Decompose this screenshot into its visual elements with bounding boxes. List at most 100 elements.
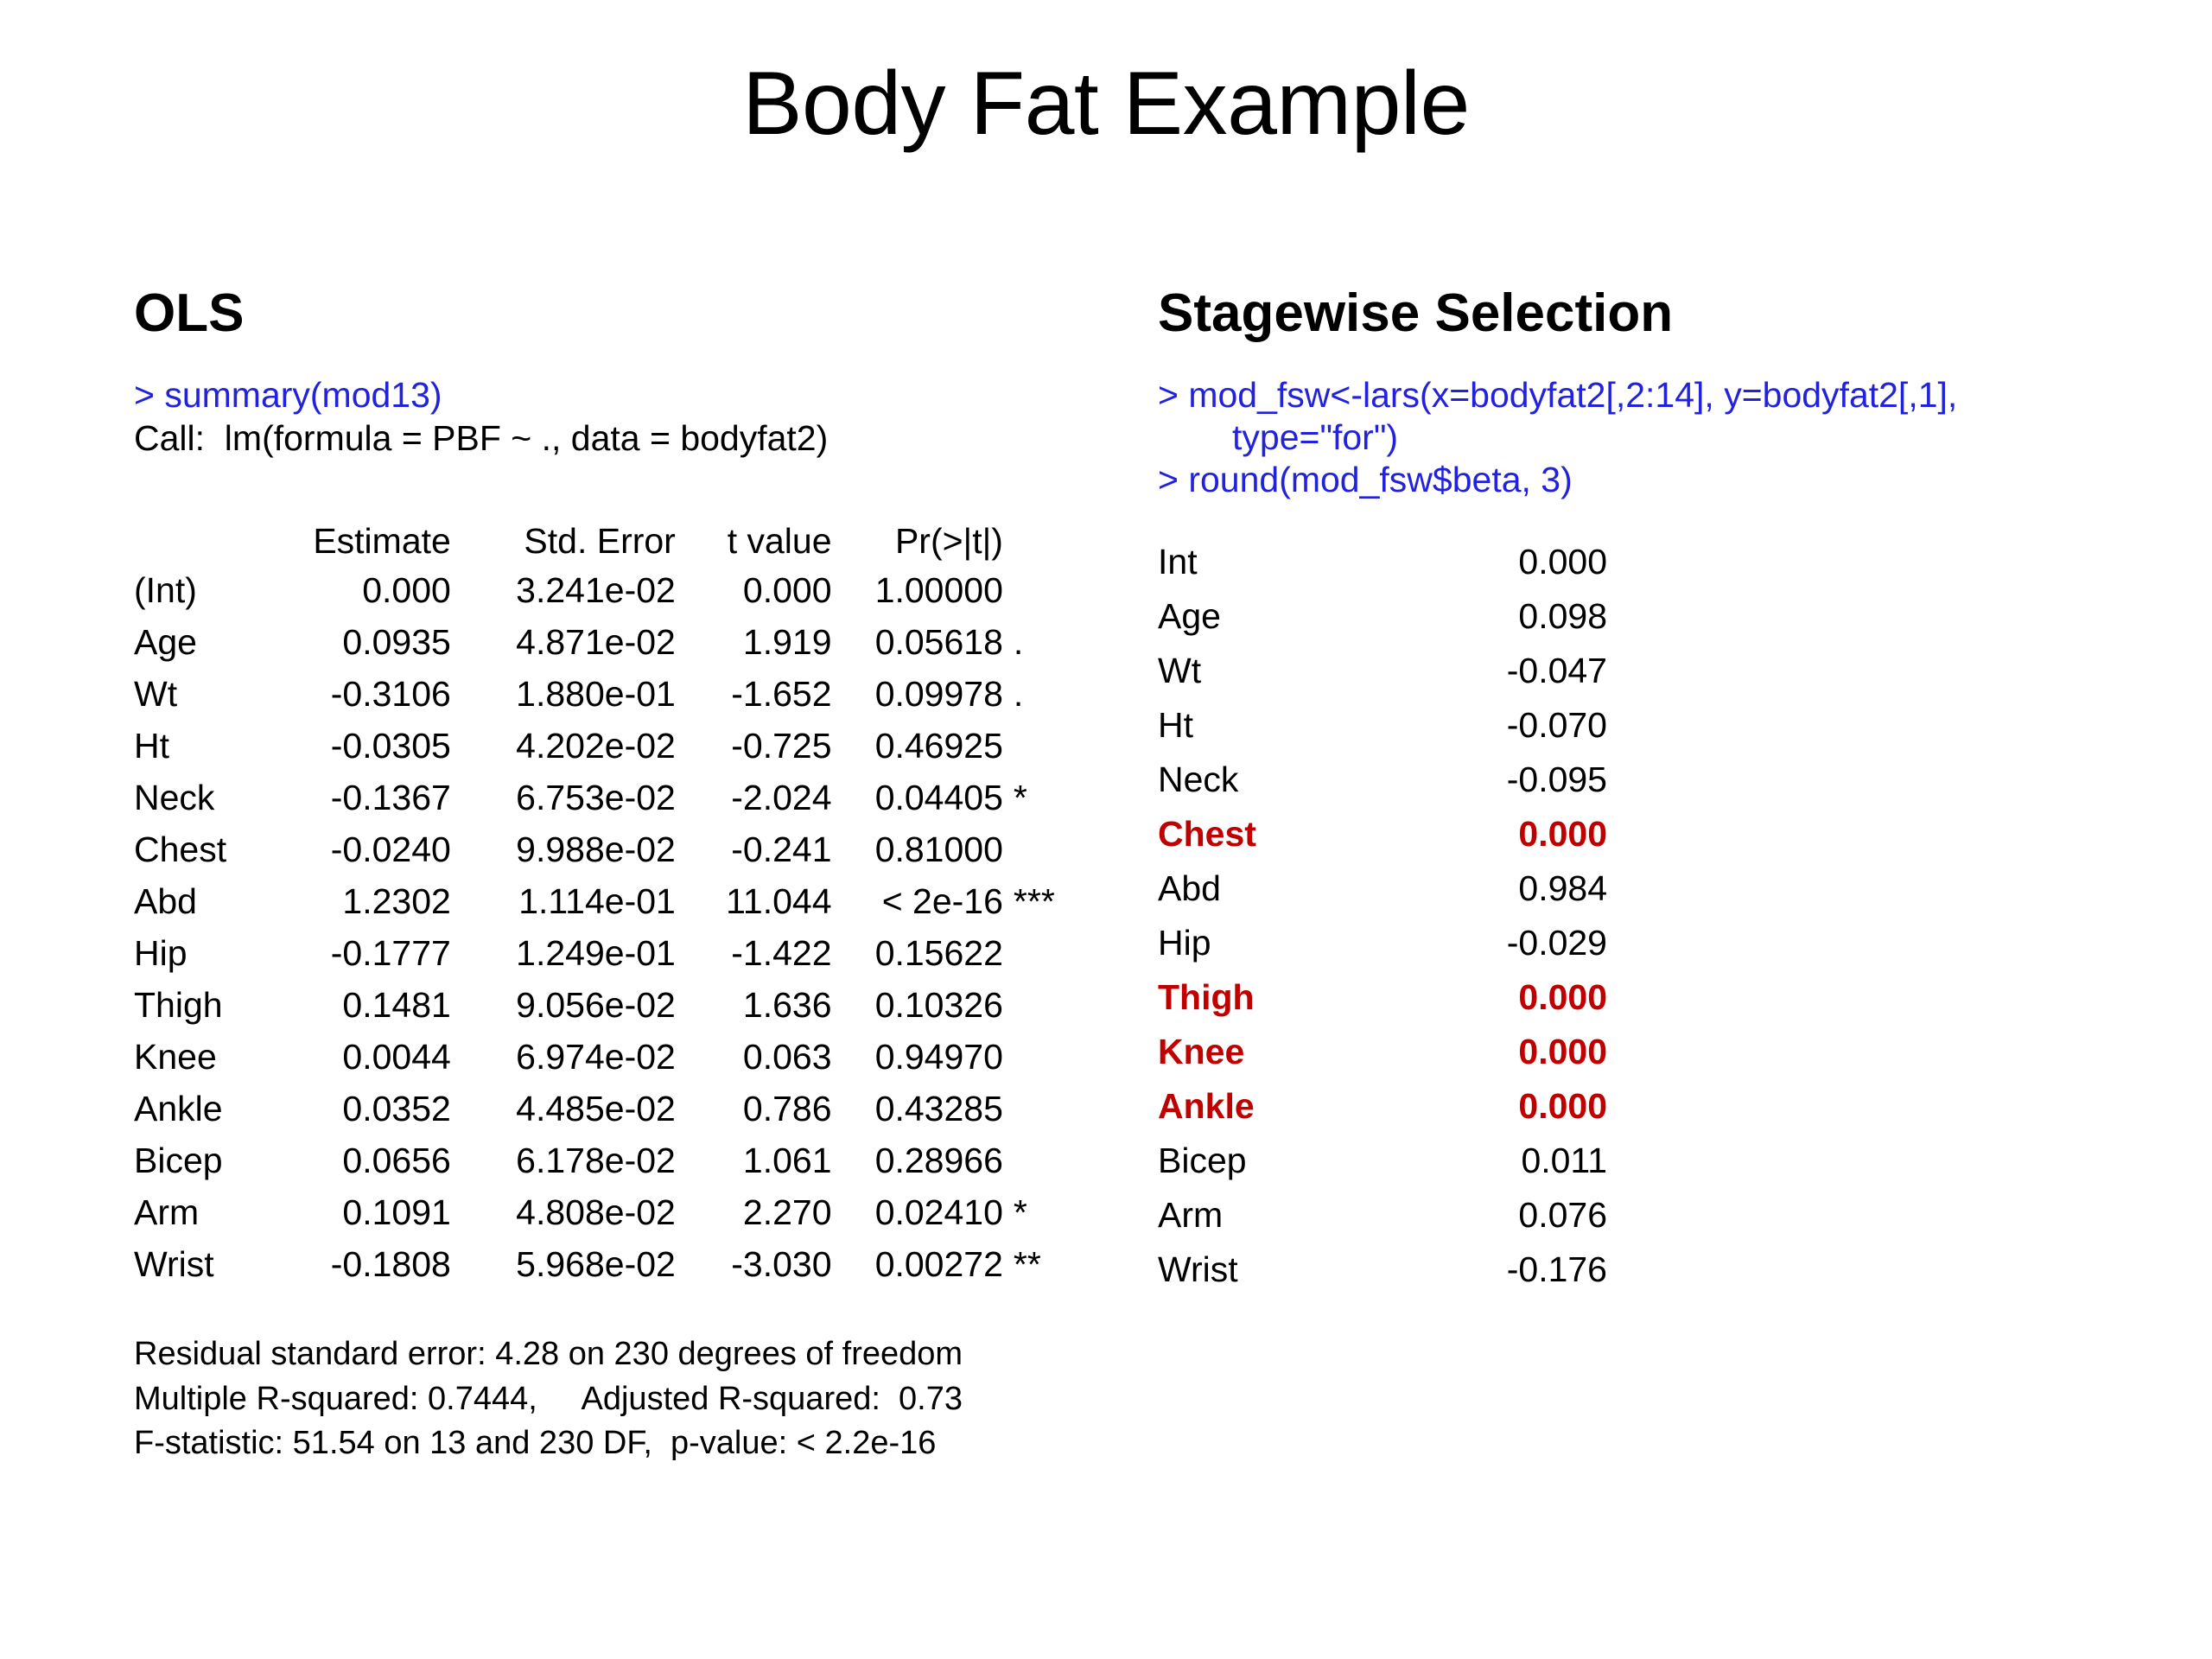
cell-coefficient: -0.095: [1506, 759, 1607, 799]
cell-t-value: 1.636: [742, 985, 832, 1026]
cell-p-value: 0.02410: [874, 1192, 1003, 1233]
col-header-signif: [1003, 499, 1102, 565]
cell-estimate: -0.1777: [330, 933, 451, 974]
col-header-estimate: Estimate: [313, 521, 451, 562]
cell-signif: .: [1013, 622, 1024, 663]
cell-coefficient: -0.070: [1506, 704, 1607, 745]
cell-estimate: -0.1367: [330, 778, 451, 818]
stagewise-code-line-2: type="for"): [1232, 417, 1399, 458]
cell-estimate: -0.1808: [330, 1244, 451, 1285]
cell-t-value: -0.241: [731, 830, 832, 870]
residual-standard-error-line: Residual standard error: 4.28 on 230 deg…: [134, 1336, 963, 1373]
table-row-zeroed: Knee 0.000: [1158, 1025, 1607, 1079]
table-row: Arm 0.076: [1158, 1188, 1607, 1243]
cell-coefficient: 0.000: [1518, 1085, 1607, 1126]
cell-signif: [1003, 928, 1102, 980]
cell-term: Hip: [1158, 922, 1211, 963]
cell-signif: [1003, 1135, 1102, 1187]
cell-signif: [1003, 1032, 1102, 1084]
cell-t-value: 0.063: [742, 1037, 832, 1077]
cell-t-value: 0.000: [742, 570, 832, 611]
cell-estimate: 0.000: [362, 570, 451, 611]
table-row: Thigh 0.1481 9.056e-02 1.636 0.10326: [134, 980, 1102, 1032]
cell-signif: **: [1013, 1244, 1041, 1285]
ols-coefficients-table: Estimate Std. Error t value Pr(>|t|) (In…: [134, 499, 1102, 1291]
cell-coefficient: 0.000: [1518, 1031, 1607, 1071]
cell-term: Ht: [134, 726, 169, 766]
cell-signif: [1003, 721, 1102, 772]
cell-signif: ***: [1013, 881, 1055, 922]
cell-coefficient: 0.098: [1518, 595, 1607, 636]
cell-coefficient: 0.984: [1518, 868, 1607, 908]
col-header-t-value: t value: [727, 521, 832, 562]
cell-p-value: 0.15622: [874, 933, 1003, 974]
cell-estimate: -0.3106: [330, 674, 451, 715]
cell-coefficient: 0.000: [1518, 813, 1607, 854]
table-row: Wt -0.047: [1158, 644, 1607, 698]
cell-t-value: 1.061: [742, 1141, 832, 1181]
cell-coefficient: 0.011: [1521, 1140, 1607, 1180]
cell-term: Arm: [134, 1192, 200, 1233]
cell-coefficient: -0.176: [1506, 1249, 1607, 1289]
cell-std-error: 1.880e-01: [516, 674, 676, 715]
cell-term: Wrist: [1158, 1249, 1238, 1289]
cell-term: Knee: [1158, 1031, 1245, 1071]
cell-term: Int: [1158, 541, 1198, 582]
cell-term: Chest: [1158, 813, 1256, 854]
cell-term: Abd: [134, 881, 197, 922]
ols-call-line: Call: lm(formula = PBF ~ ., data = bodyf…: [134, 418, 829, 459]
cell-p-value: 0.04405: [874, 778, 1003, 818]
cell-term: Neck: [1158, 759, 1239, 799]
cell-estimate: 0.0935: [342, 622, 451, 663]
cell-estimate: 1.2302: [342, 881, 451, 922]
cell-p-value: 1.00000: [874, 570, 1003, 611]
cell-term: Thigh: [134, 985, 223, 1026]
cell-term: Bicep: [134, 1141, 223, 1181]
table-row: Age 0.0935 4.871e-02 1.919 0.05618 .: [134, 617, 1102, 669]
cell-std-error: 3.241e-02: [516, 570, 676, 611]
cell-term: Age: [134, 622, 197, 663]
cell-std-error: 6.974e-02: [516, 1037, 676, 1077]
cell-term: Hip: [134, 933, 188, 974]
cell-std-error: 4.485e-02: [516, 1089, 676, 1129]
cell-t-value: 0.786: [742, 1089, 832, 1129]
ols-code-line: > summary(mod13): [134, 375, 442, 416]
stagewise-panel: Stagewise Selection > mod_fsw<-lars(x=bo…: [1158, 285, 2126, 1297]
cell-estimate: 0.0656: [342, 1141, 451, 1181]
cell-term: Ht: [1158, 704, 1193, 745]
cell-t-value: -2.024: [731, 778, 832, 818]
cell-signif: [1003, 565, 1102, 617]
table-row: Hip -0.029: [1158, 916, 1607, 970]
cell-t-value: -1.422: [731, 933, 832, 974]
table-row: Chest -0.0240 9.988e-02 -0.241 0.81000: [134, 824, 1102, 876]
cell-signif: .: [1013, 674, 1024, 715]
cell-p-value: 0.81000: [874, 830, 1003, 870]
f-statistic-line: F-statistic: 51.54 on 13 and 230 DF, p-v…: [134, 1424, 937, 1461]
cell-signif: *: [1013, 1192, 1027, 1233]
cell-term: (Int): [134, 570, 197, 611]
r-squared-line: Multiple R-squared: 0.7444, Adjusted R-s…: [134, 1380, 963, 1417]
stagewise-code-block: > mod_fsw<-lars(x=bodyfat2[,2:14], y=bod…: [1158, 374, 2126, 502]
cell-t-value: -3.030: [731, 1244, 832, 1285]
stagewise-code-line-3: > round(mod_fsw$beta, 3): [1158, 460, 1573, 500]
stagewise-coefficients-table: Int 0.000 Age 0.098 Wt -0.047 Ht -0.070 …: [1158, 535, 1607, 1297]
ols-model-summary: Residual standard error: 4.28 on 230 deg…: [134, 1332, 1102, 1465]
table-row: Abd 0.984: [1158, 861, 1607, 916]
table-row-zeroed: Chest 0.000: [1158, 807, 1607, 861]
cell-signif: *: [1013, 778, 1027, 818]
cell-estimate: 0.1481: [342, 985, 451, 1026]
table-row: Abd 1.2302 1.114e-01 11.044 < 2e-16 ***: [134, 876, 1102, 928]
cell-std-error: 6.178e-02: [516, 1141, 676, 1181]
ols-code-block: > summary(mod13) Call: lm(formula = PBF …: [134, 374, 1102, 460]
cell-term: Wrist: [134, 1244, 214, 1285]
table-row: Bicep 0.0656 6.178e-02 1.061 0.28966: [134, 1135, 1102, 1187]
cell-std-error: 4.871e-02: [516, 622, 676, 663]
table-row: Knee 0.0044 6.974e-02 0.063 0.94970: [134, 1032, 1102, 1084]
cell-std-error: 4.202e-02: [516, 726, 676, 766]
cell-signif: [1003, 980, 1102, 1032]
cell-p-value: 0.00272: [874, 1244, 1003, 1285]
col-header-std-error: Std. Error: [524, 521, 676, 562]
cell-p-value: 0.10326: [874, 985, 1003, 1026]
cell-p-value: 0.05618: [874, 622, 1003, 663]
cell-t-value: -1.652: [731, 674, 832, 715]
